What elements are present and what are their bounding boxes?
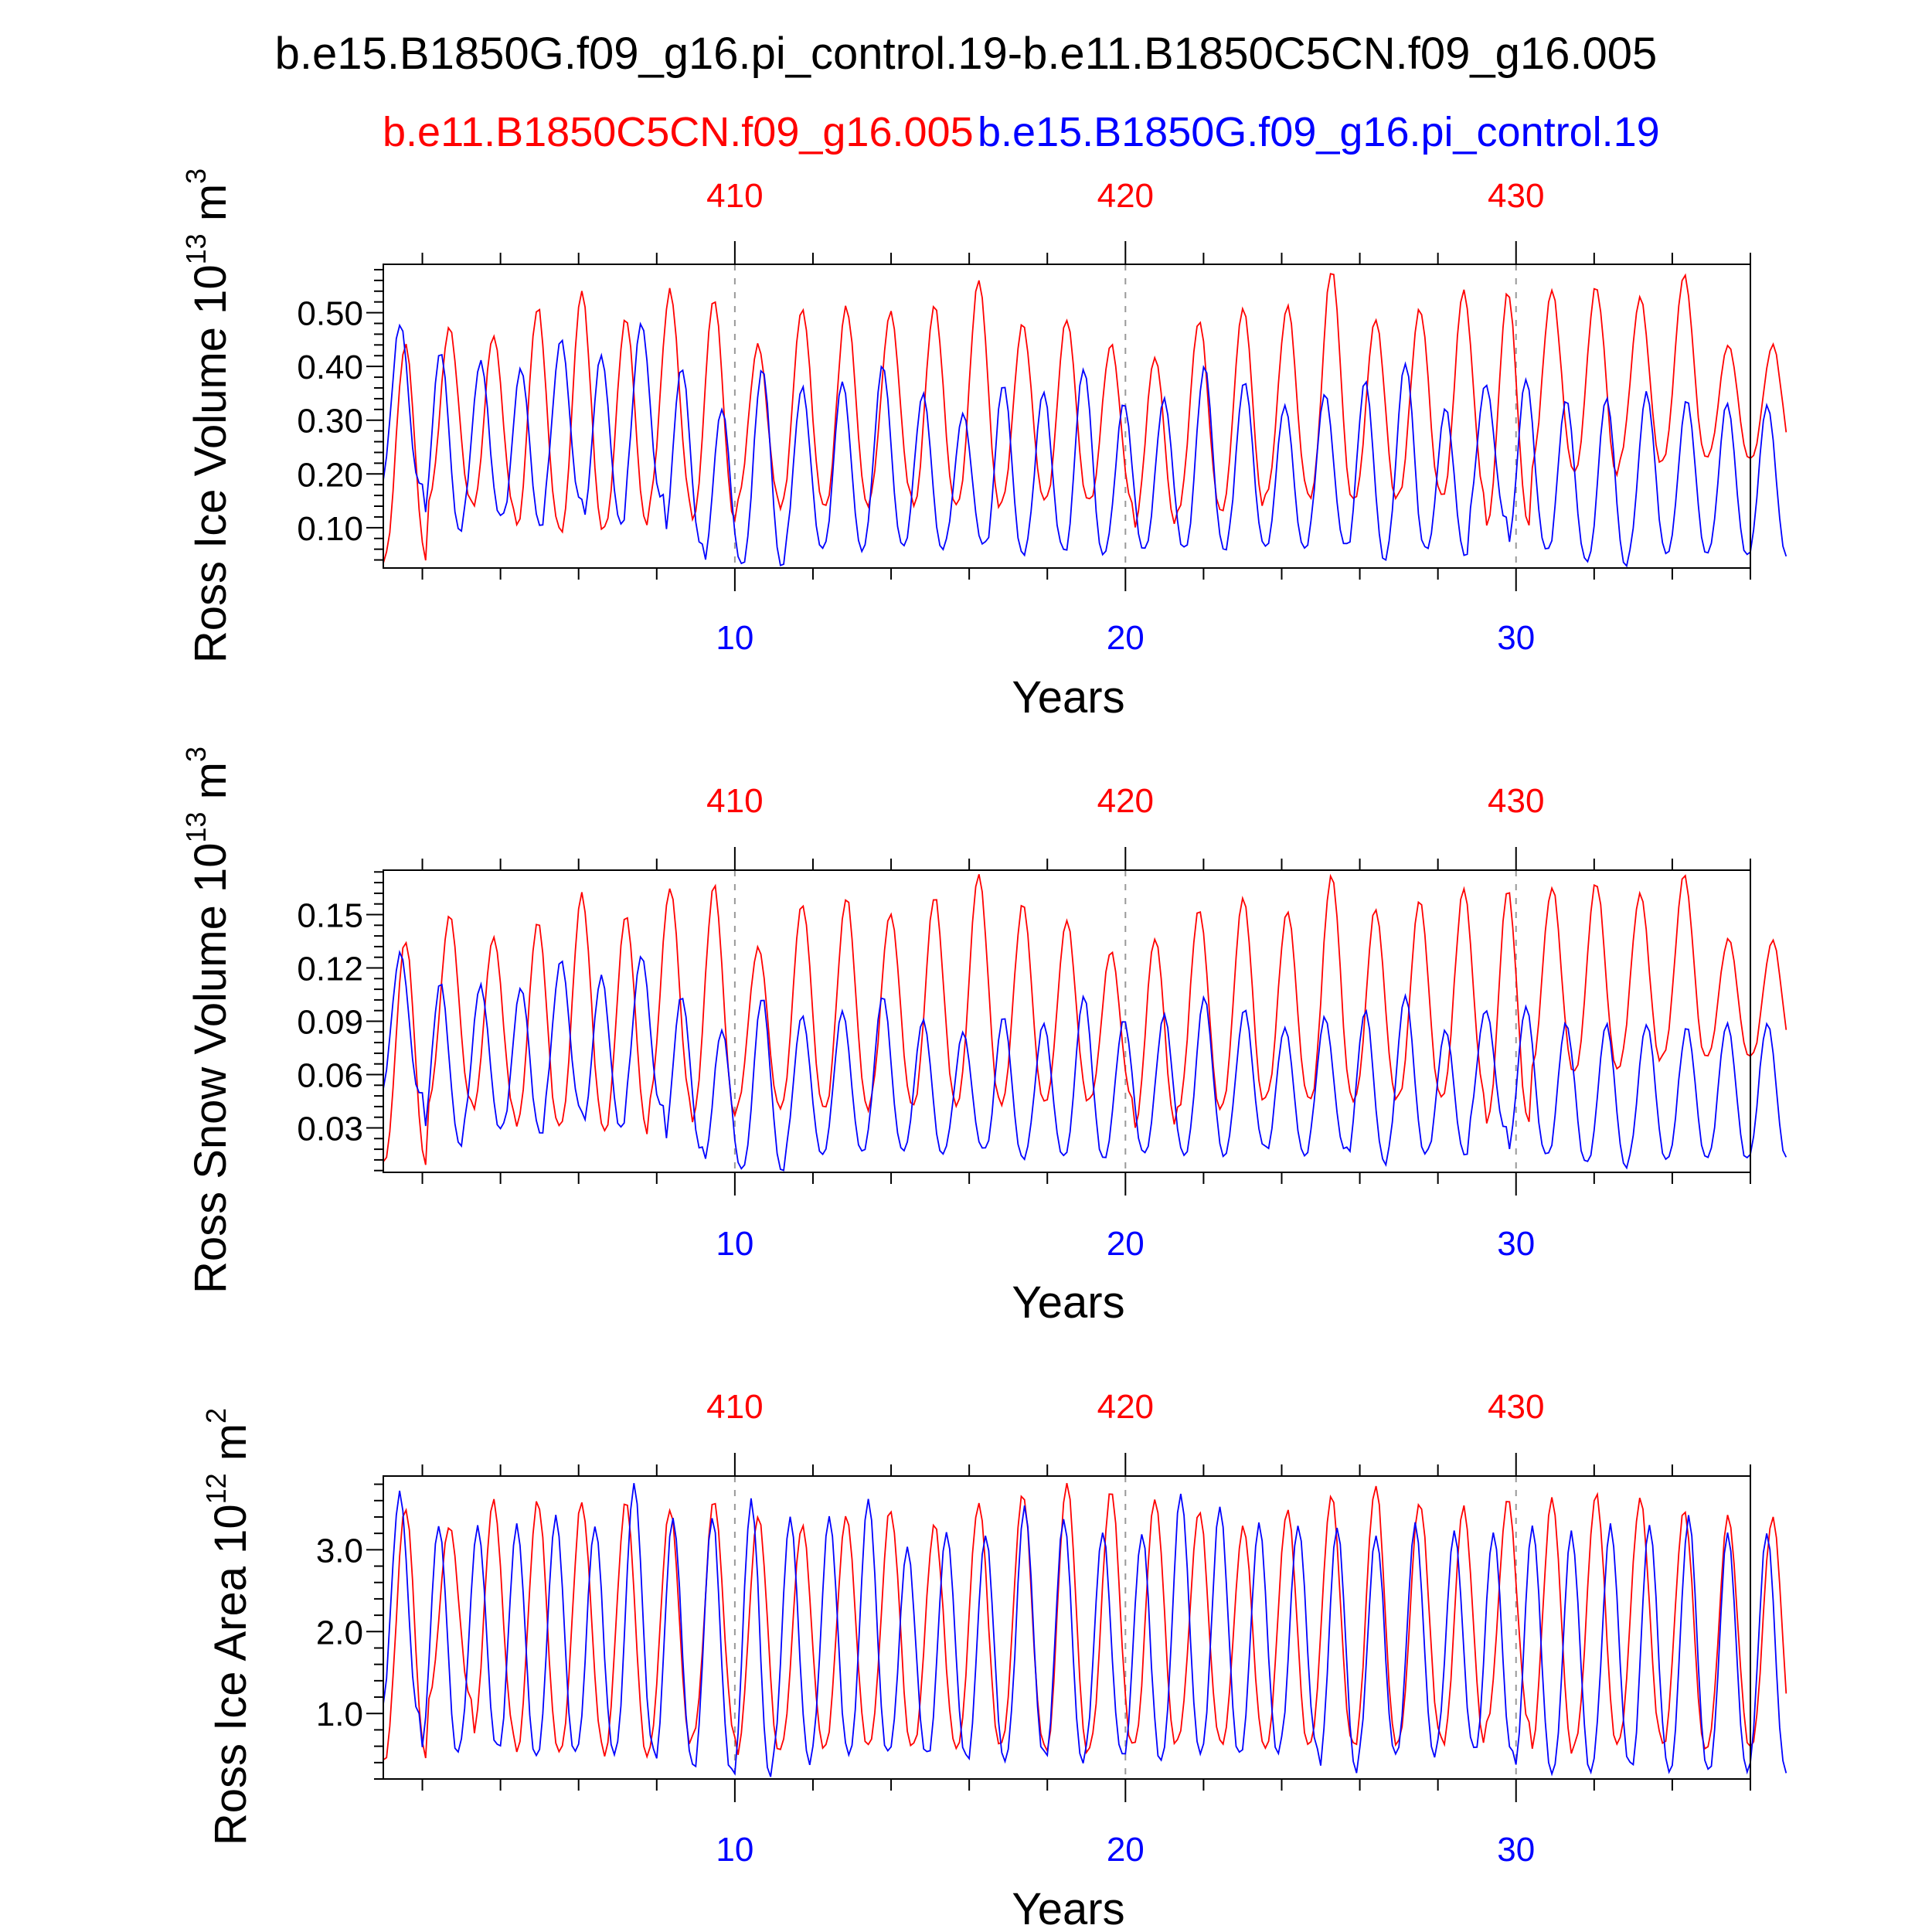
figure-title: b.e15.B1850G.f09_g16.pi_control.19-b.e11… xyxy=(274,29,1658,79)
x-axis-label: Years xyxy=(1012,1277,1124,1328)
y-tick-label: 0.30 xyxy=(297,403,363,440)
x-axis-label: Years xyxy=(1012,1884,1124,1932)
x-tick-label-top: 430 xyxy=(1488,1388,1544,1426)
x-tick-label-top: 410 xyxy=(706,782,763,820)
x-tick-label-bottom: 30 xyxy=(1497,619,1535,657)
x-tick-label-top: 420 xyxy=(1097,782,1154,820)
y-tick-label: 0.03 xyxy=(297,1111,363,1148)
legend-label-red-series: b.e11.B1850C5CN.f09_g16.005 xyxy=(383,109,974,155)
x-tick-label-bottom: 10 xyxy=(716,1831,753,1869)
x-axis-label: Years xyxy=(1012,672,1124,723)
y-tick-label: 0.50 xyxy=(297,295,363,333)
x-tick-label-top: 420 xyxy=(1097,1388,1154,1426)
plot-frame xyxy=(383,264,1751,569)
panel-1: 0.10 0.20 0.30 0.40 0.50 10 410 20 420 30 430 Years… xyxy=(180,168,1787,723)
x-tick-label-top: 430 xyxy=(1488,782,1544,820)
x-tick-label-top: 410 xyxy=(706,177,763,215)
y-axis-label: Ross Ice Area 1012 m2 xyxy=(200,1408,256,1845)
panel-2: 0.03 0.06 0.09 0.12 0.15 10 410 20 420 30 430 Years… xyxy=(180,747,1787,1328)
y-tick-label: 0.09 xyxy=(297,1004,363,1042)
series-line-blue xyxy=(383,321,1787,568)
y-tick-label: 0.12 xyxy=(297,951,363,988)
y-tick-label: 0.40 xyxy=(297,349,363,386)
x-tick-label-bottom: 30 xyxy=(1497,1225,1535,1263)
series-line-red xyxy=(383,873,1787,1165)
x-tick-label-top: 410 xyxy=(706,1388,763,1426)
x-tick-label-top: 430 xyxy=(1488,177,1544,215)
y-tick-label: 3.0 xyxy=(316,1532,363,1570)
y-tick-label: 1.0 xyxy=(316,1696,363,1733)
plot-frame xyxy=(383,1475,1751,1780)
series-line-red xyxy=(383,273,1787,563)
x-tick-label-bottom: 10 xyxy=(716,619,753,657)
plot-frame xyxy=(383,869,1751,1173)
legend-label-blue-series: b.e15.B1850G.f09_g16.pi_control.19 xyxy=(978,109,1660,155)
x-tick-label-bottom: 20 xyxy=(1107,1225,1145,1263)
x-tick-label-top: 420 xyxy=(1097,177,1154,215)
panel-3: 1.0 2.0 3.0 10 410 20 420 30 430 Years Ross Ice Ar… xyxy=(200,1388,1787,1932)
x-tick-label-bottom: 30 xyxy=(1497,1831,1535,1869)
y-axis-label: Ross Ice Volume 1013 m3 xyxy=(180,168,236,663)
series-line-red xyxy=(383,1483,1787,1761)
series-line-blue xyxy=(383,1483,1787,1777)
x-tick-label-bottom: 10 xyxy=(716,1225,753,1263)
y-axis-label: Ross Snow Volume 1013 m3 xyxy=(180,747,236,1294)
y-tick-label: 0.15 xyxy=(297,897,363,935)
y-tick-label: 0.20 xyxy=(297,456,363,494)
y-tick-label: 0.06 xyxy=(297,1057,363,1095)
x-tick-label-bottom: 20 xyxy=(1107,1831,1145,1869)
x-tick-label-bottom: 20 xyxy=(1107,619,1145,657)
y-tick-label: 2.0 xyxy=(316,1614,363,1651)
series-line-blue xyxy=(383,949,1787,1172)
y-tick-label: 0.10 xyxy=(297,510,363,548)
